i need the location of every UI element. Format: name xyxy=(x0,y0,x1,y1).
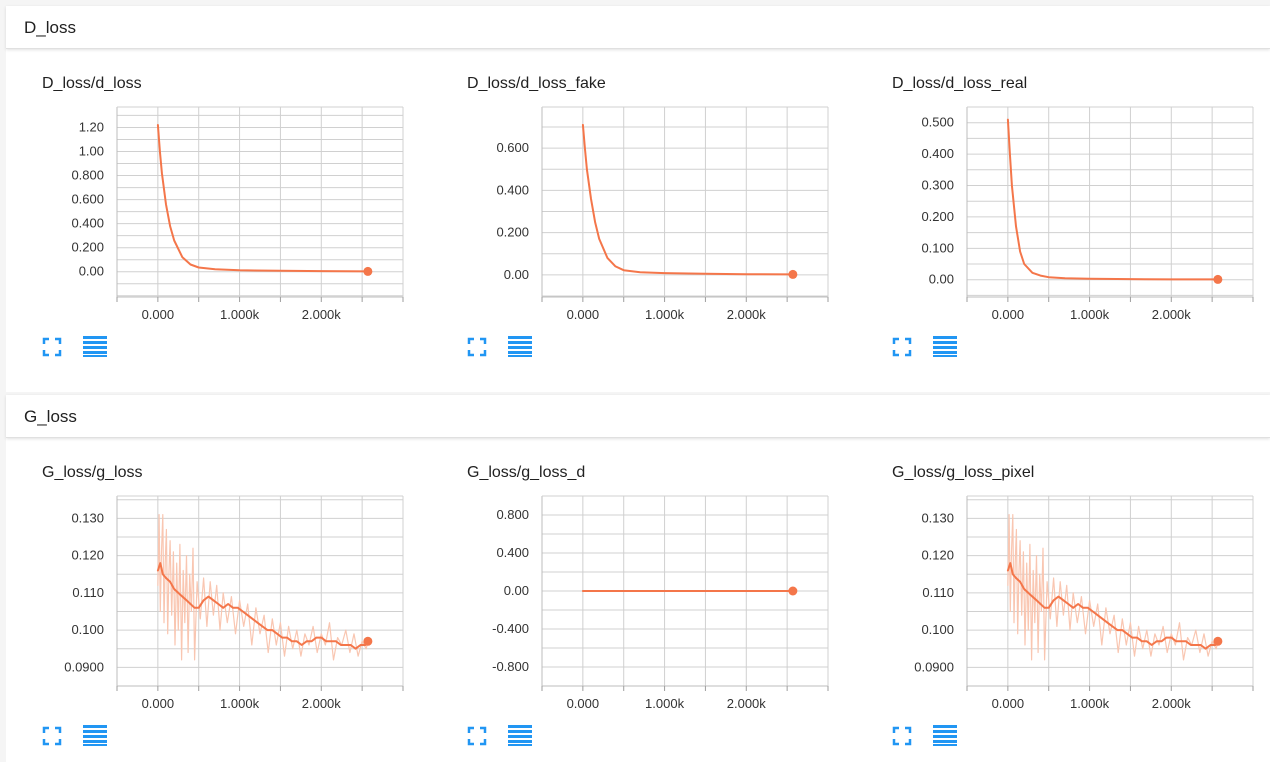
card-title-g-loss: G_loss/g_loss xyxy=(42,464,143,481)
y-tick-label: 0.200 xyxy=(496,225,529,240)
x-tick-label: 1.000k xyxy=(220,307,260,322)
x-tick-label: 0.000 xyxy=(992,307,1025,322)
x-tick-label: 0.000 xyxy=(567,307,600,322)
fit-domain-icon[interactable] xyxy=(467,337,487,357)
chart-g-loss-pixel[interactable]: 0.0900 0.100 0.110 0.120 0.130 0.000 1.000k 2.0… xyxy=(914,495,1254,711)
series-end-point[interactable] xyxy=(1213,636,1223,646)
fit-domain-icon[interactable] xyxy=(892,726,912,746)
y-tick-label: 0.130 xyxy=(921,510,954,525)
y-tick-label: 1.20 xyxy=(79,119,104,134)
y-tick-label: 0.600 xyxy=(496,140,529,155)
y-tick-label: 0.600 xyxy=(71,192,104,207)
fit-domain-icon[interactable] xyxy=(42,337,62,357)
y-tick-label: 0.00 xyxy=(929,272,954,287)
toggle-log-scale-icon[interactable] xyxy=(508,336,532,358)
y-tick-label: 0.400 xyxy=(496,182,529,197)
y-tick-label: -0.800 xyxy=(492,659,529,674)
y-tick-label: 0.100 xyxy=(921,240,954,255)
x-tick-label: 2.000k xyxy=(1152,696,1192,711)
y-tick-label: 0.100 xyxy=(71,622,104,637)
toggle-log-scale-icon[interactable] xyxy=(933,336,957,358)
toggle-log-scale-icon[interactable] xyxy=(508,725,532,747)
card-title-d-loss-fake: D_loss/d_loss_fake xyxy=(467,75,606,92)
series-end-point[interactable] xyxy=(788,269,798,279)
x-tick-label: 2.000k xyxy=(1152,307,1192,322)
y-tick-label: 0.0900 xyxy=(64,659,104,674)
series-end-point[interactable] xyxy=(363,266,373,276)
toggle-log-scale-icon[interactable] xyxy=(83,336,107,358)
chart-d-loss[interactable]: 0.00 0.200 0.400 0.600 0.800 1.00 1.20 0.000 1.0… xyxy=(71,106,404,322)
y-tick-label: 0.100 xyxy=(921,622,954,637)
card-title-g-loss-pixel: G_loss/g_loss_pixel xyxy=(892,464,1035,481)
y-tick-label: 0.800 xyxy=(71,168,104,183)
y-tick-label: 0.400 xyxy=(71,216,104,231)
x-tick-label: 2.000k xyxy=(727,696,767,711)
y-tick-label: 0.120 xyxy=(71,548,104,563)
chart-d-loss-real[interactable]: 0.00 0.100 0.200 0.300 0.400 0.500 0.000 1.000k… xyxy=(921,106,1254,322)
series-end-point[interactable] xyxy=(363,636,373,646)
section-header-g-loss[interactable]: G_loss xyxy=(6,395,1270,438)
y-tick-label: 0.00 xyxy=(504,267,529,282)
fit-domain-icon[interactable] xyxy=(892,337,912,357)
chart-d-loss-fake[interactable]: 0.00 0.200 0.400 0.600 0.000 1.000k 2.000k xyxy=(496,106,829,322)
section-title: G_loss xyxy=(24,407,77,426)
x-tick-label: 1.000k xyxy=(645,696,685,711)
series-end-point[interactable] xyxy=(788,586,798,596)
y-tick-label: 0.400 xyxy=(496,545,529,560)
y-tick-label: 0.800 xyxy=(496,507,529,522)
y-tick-label: 0.300 xyxy=(921,178,954,193)
y-tick-label: 0.130 xyxy=(71,510,104,525)
x-tick-label: 0.000 xyxy=(992,696,1025,711)
series-line-raw xyxy=(157,514,369,661)
y-tick-label: 0.120 xyxy=(921,548,954,563)
series-line xyxy=(156,562,369,650)
card-title-d-loss-real: D_loss/d_loss_real xyxy=(892,75,1028,92)
fit-domain-icon[interactable] xyxy=(42,726,62,746)
section-header-d-loss[interactable]: D_loss xyxy=(6,6,1270,49)
card-title-d-loss: D_loss/d_loss xyxy=(42,75,142,92)
x-tick-label: 2.000k xyxy=(302,307,342,322)
y-tick-label: 0.500 xyxy=(921,115,954,130)
y-tick-label: 1.00 xyxy=(79,143,104,158)
x-tick-label: 1.000k xyxy=(645,307,685,322)
y-tick-label: 0.110 xyxy=(922,585,954,600)
series-end-point[interactable] xyxy=(1213,274,1223,284)
series-line xyxy=(156,124,369,273)
fit-domain-icon[interactable] xyxy=(467,726,487,746)
chart-g-loss[interactable]: 0.0900 0.100 0.110 0.120 0.130 0.000 1.000k 2.0… xyxy=(64,495,404,711)
x-tick-label: 1.000k xyxy=(220,696,260,711)
series-line xyxy=(581,123,794,276)
series-line xyxy=(1006,118,1219,281)
y-tick-label: 0.200 xyxy=(921,209,954,224)
y-tick-label: -0.400 xyxy=(492,621,529,636)
x-tick-label: 0.000 xyxy=(567,696,600,711)
series-line xyxy=(1006,562,1219,650)
card-title-g-loss-d: G_loss/g_loss_d xyxy=(467,464,586,481)
x-tick-label: 2.000k xyxy=(727,307,767,322)
section-title: D_loss xyxy=(24,18,76,37)
x-tick-label: 0.000 xyxy=(142,696,175,711)
x-tick-label: 2.000k xyxy=(302,696,342,711)
toggle-log-scale-icon[interactable] xyxy=(83,725,107,747)
y-tick-label: 0.110 xyxy=(72,585,104,600)
chart-g-loss-d[interactable]: -0.800 -0.400 0.00 0.400 0.800 0.000 1.000k 2.0… xyxy=(492,495,829,711)
x-tick-label: 1.000k xyxy=(1070,696,1110,711)
x-tick-label: 0.000 xyxy=(142,307,175,322)
section-body-d-loss xyxy=(6,48,1270,392)
y-tick-label: 0.400 xyxy=(921,146,954,161)
y-tick-label: 0.00 xyxy=(79,264,104,279)
series-line-raw xyxy=(1007,514,1219,661)
toggle-log-scale-icon[interactable] xyxy=(933,725,957,747)
y-tick-label: 0.200 xyxy=(71,240,104,255)
y-tick-label: 0.0900 xyxy=(914,659,954,674)
y-tick-label: 0.00 xyxy=(504,583,529,598)
x-tick-label: 1.000k xyxy=(1070,307,1110,322)
